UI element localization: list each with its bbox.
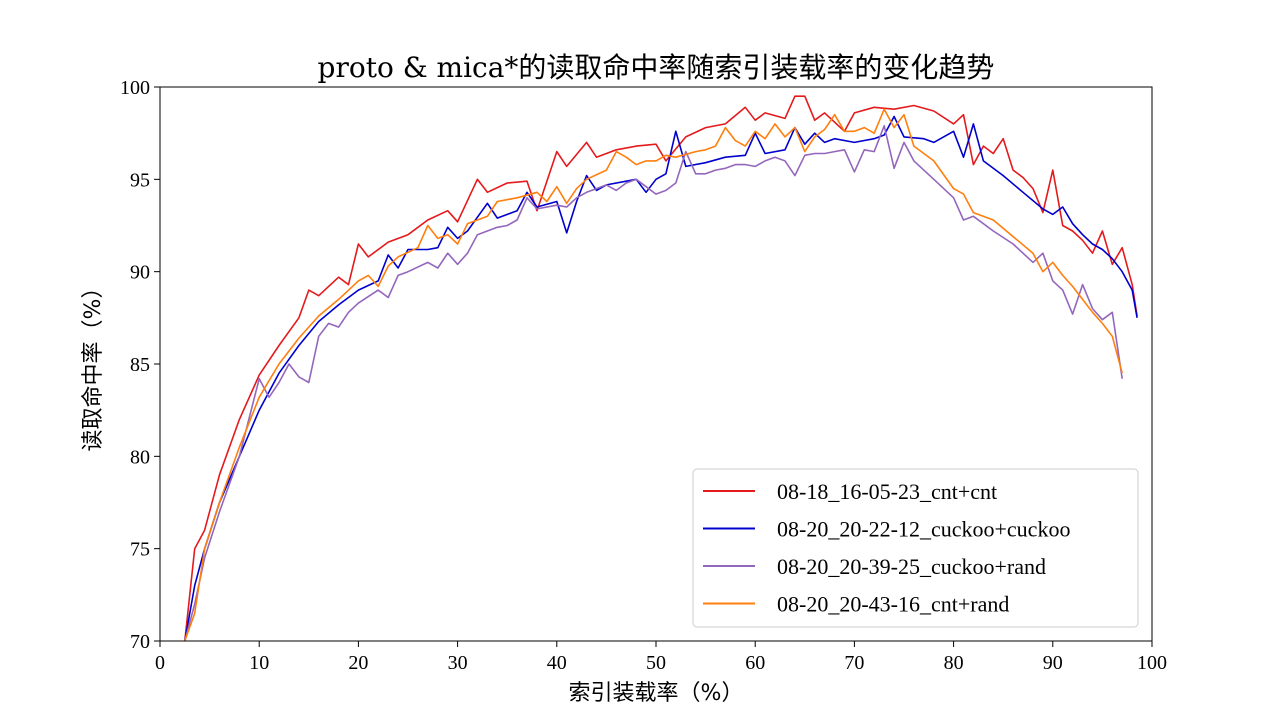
series-line-3 — [184, 125, 1123, 641]
legend-entry: 08-20_20-22-12_cuckoo+cuckoo — [777, 517, 1070, 542]
y-tick-label: 70 — [130, 631, 150, 653]
y-tick-label: 90 — [130, 262, 150, 284]
y-tick-label: 85 — [130, 354, 150, 376]
y-axis-label: 读取命中率（%） — [81, 277, 106, 452]
legend-entry: 08-20_20-39-25_cuckoo+rand — [777, 554, 1046, 579]
series-line-4 — [184, 108, 1123, 641]
legend-box — [692, 468, 1139, 628]
legend-entry: 08-20_20-43-16_cnt+rand — [777, 592, 1009, 617]
plot-lines — [184, 95, 1138, 641]
x-axis: 0 10 20 30 40 50 60 70 80 90 100 — [155, 641, 1167, 674]
x-tick-label: 60 — [745, 652, 765, 674]
chart-title: proto & mica*的读取命中率随索引装载率的变化趋势 — [318, 51, 995, 84]
legend-entry: 08-18_16-05-23_cnt+cnt — [777, 479, 997, 504]
y-tick-label: 100 — [120, 77, 150, 99]
x-tick-label: 20 — [348, 652, 368, 674]
series-line-2 — [184, 115, 1138, 641]
x-tick-label: 100 — [1137, 652, 1167, 674]
y-tick-label: 95 — [130, 169, 150, 191]
x-tick-label: 40 — [547, 652, 567, 674]
series-line-1 — [184, 95, 1138, 641]
x-tick-label: 10 — [249, 652, 269, 674]
x-tick-label: 80 — [944, 652, 964, 674]
y-tick-label: 80 — [130, 446, 150, 468]
y-tick-label: 75 — [130, 539, 150, 561]
x-tick-label: 0 — [155, 652, 165, 674]
y-axis: 70 75 80 85 90 95 100 — [120, 77, 160, 653]
x-tick-label: 90 — [1043, 652, 1063, 674]
x-tick-label: 70 — [844, 652, 864, 674]
legend: 08-18_16-05-23_cnt+cnt 08-20_20-22-12_cuc… — [692, 468, 1139, 628]
x-axis-label: 索引装载率（%） — [569, 681, 744, 706]
x-tick-label: 50 — [646, 652, 666, 674]
x-tick-label: 30 — [448, 652, 468, 674]
